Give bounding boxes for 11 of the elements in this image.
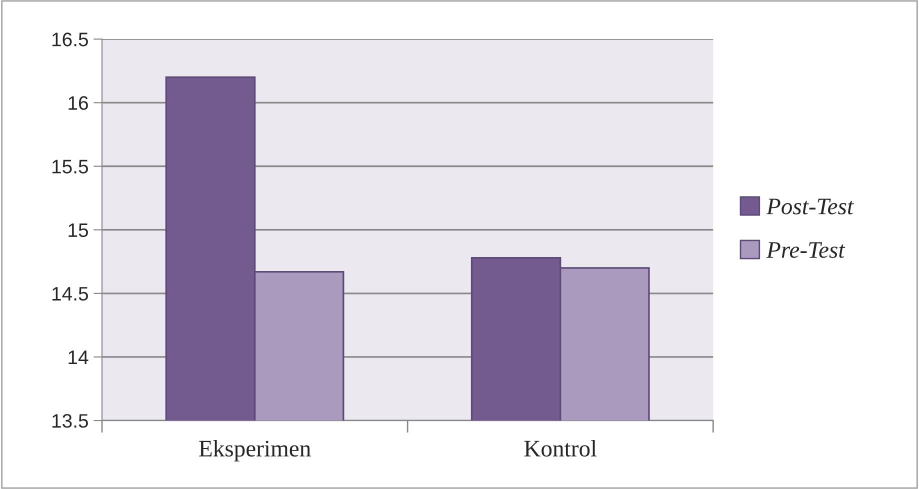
y-tick-label: 15 — [68, 224, 88, 238]
y-tick-label: 14.5 — [52, 287, 88, 301]
y-tick-label: 16 — [68, 96, 88, 110]
y-tick-label: 16.5 — [52, 32, 88, 46]
y-tick-label: 15.5 — [52, 160, 88, 174]
y-tick-label: 14 — [68, 350, 88, 364]
legend-label: Pre-Test — [766, 242, 846, 258]
x-tick-label: Kontrol — [524, 440, 597, 457]
x-tick-label: Eksperimen — [199, 440, 311, 462]
y-tick-label: 13.5 — [52, 414, 88, 428]
legend-label: Post-Test — [766, 198, 854, 214]
